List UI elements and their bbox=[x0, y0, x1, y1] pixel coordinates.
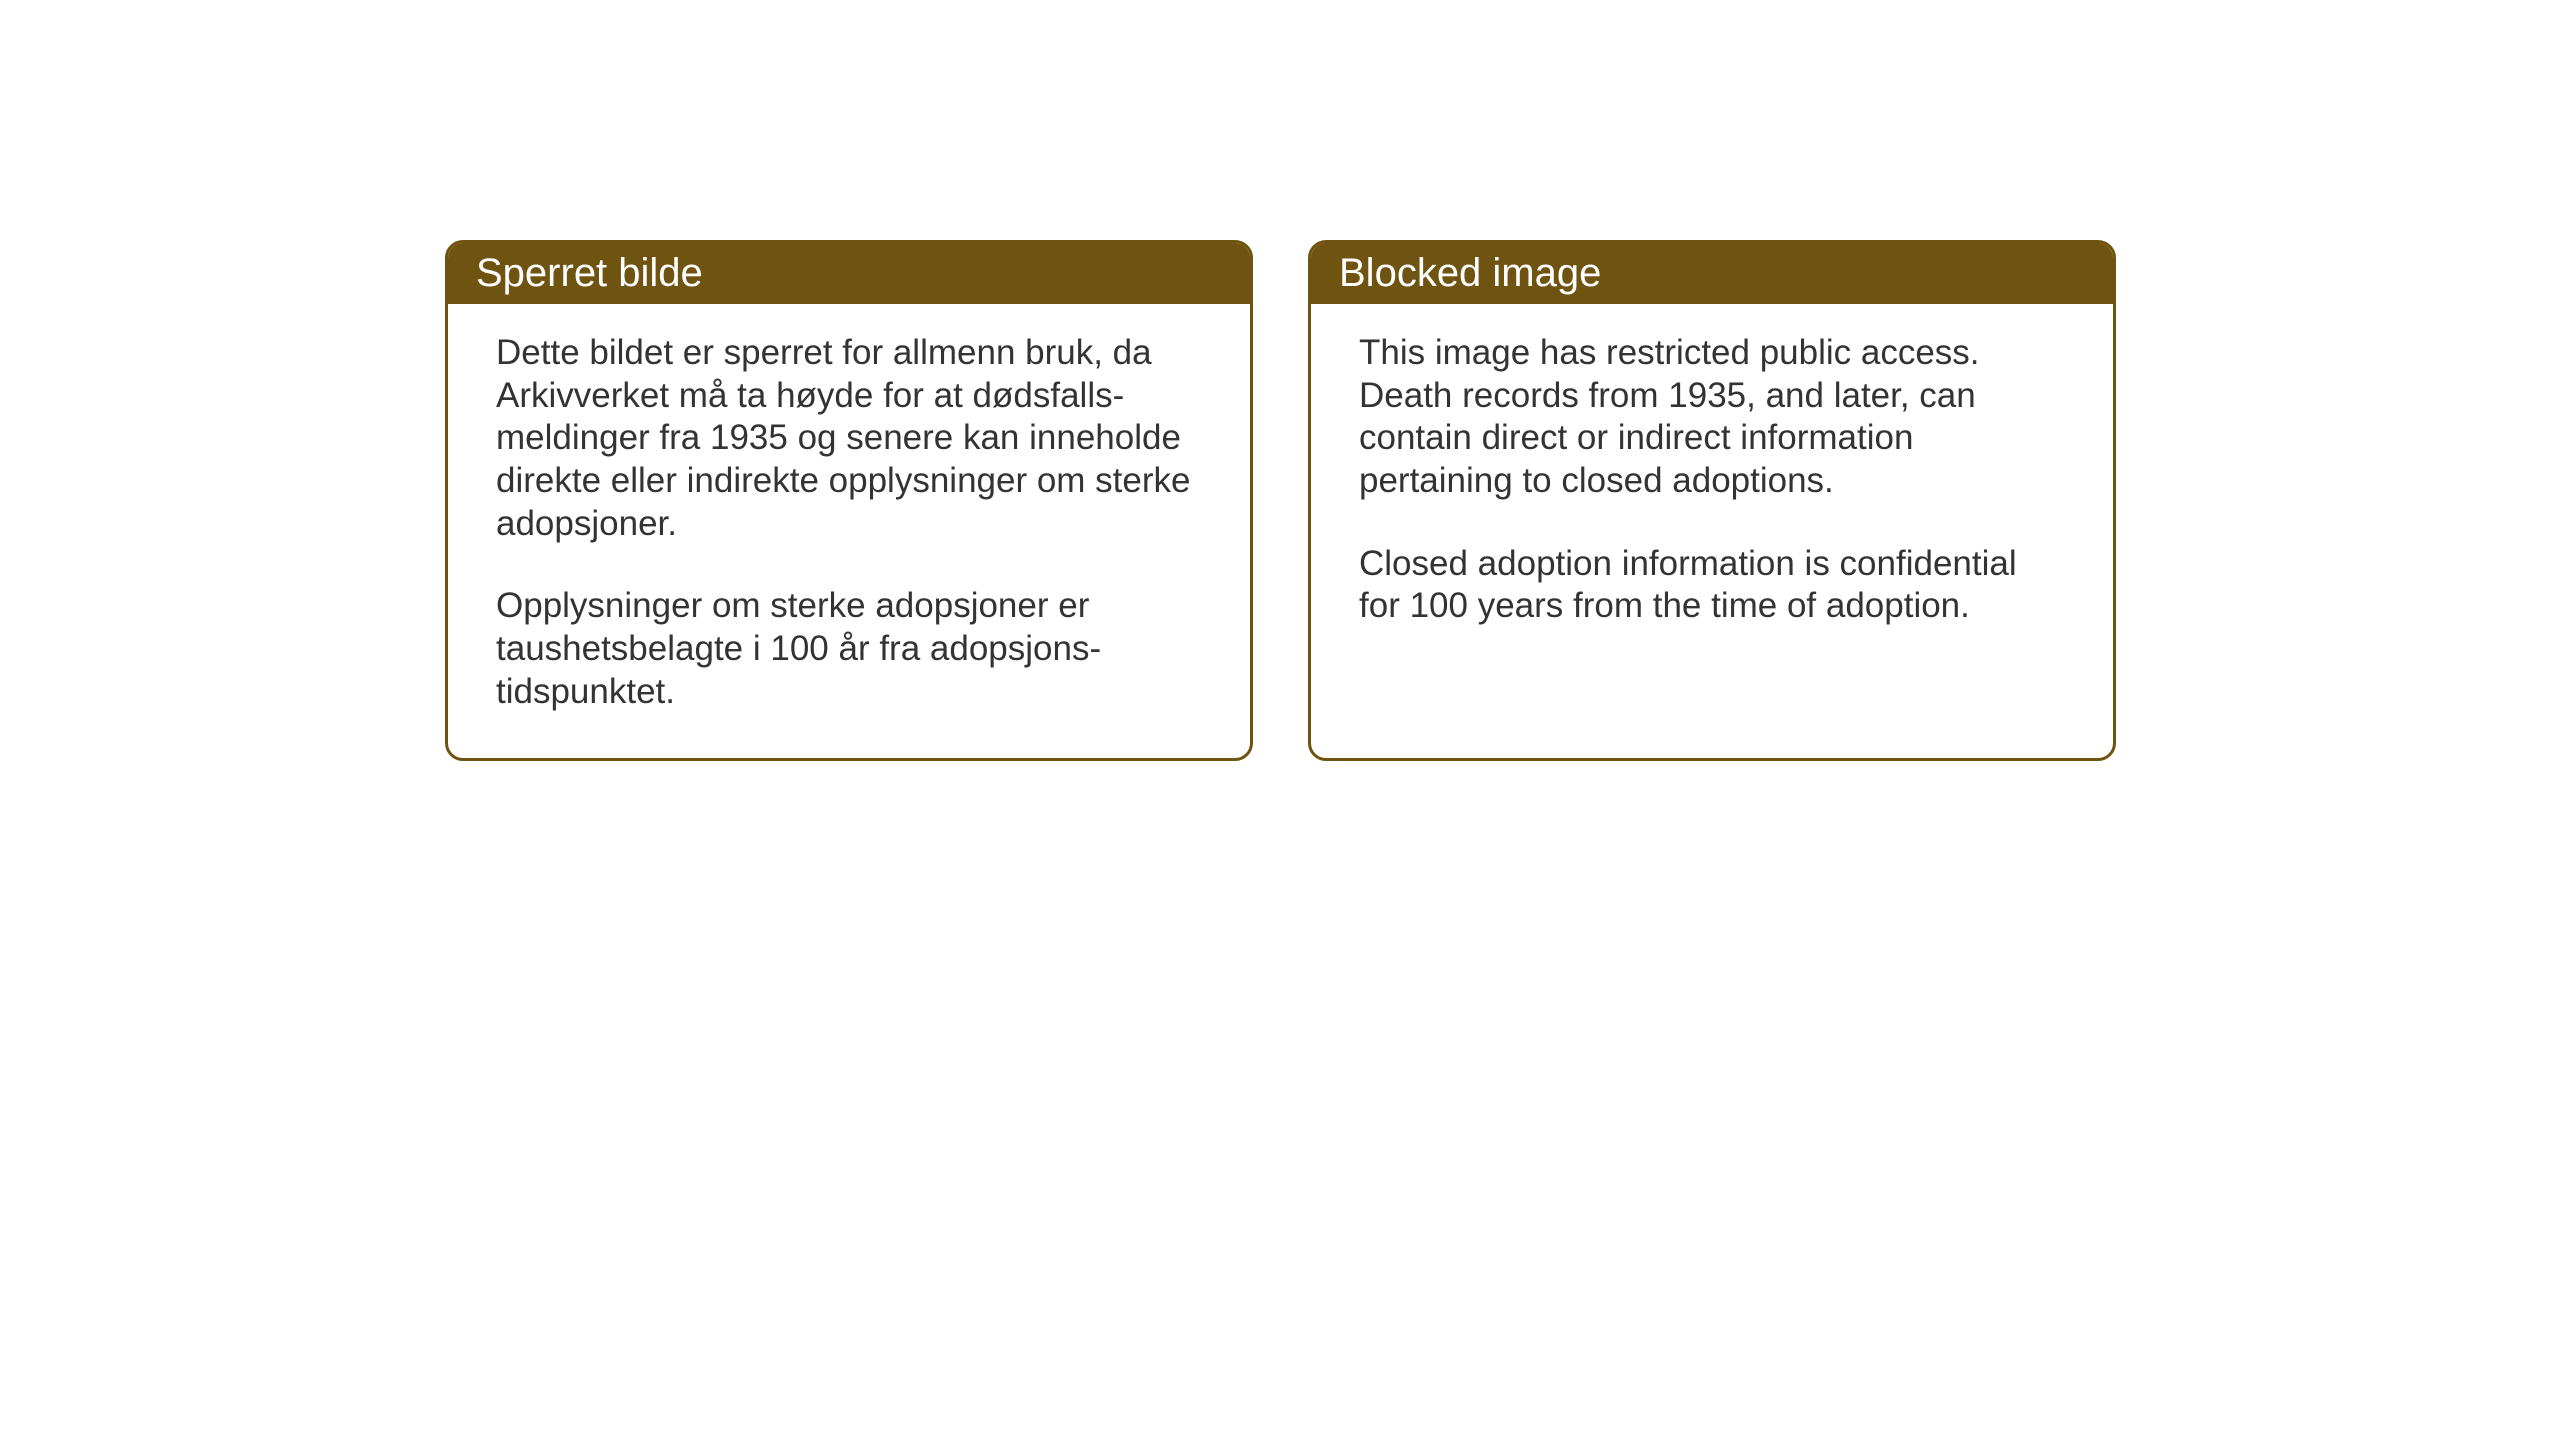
card-english: Blocked image This image has restricted … bbox=[1308, 240, 2116, 761]
card-norwegian: Sperret bilde Dette bildet er sperret fo… bbox=[445, 240, 1253, 761]
card-title: Sperret bilde bbox=[476, 251, 703, 295]
card-paragraph-2: Opplysninger om sterke adopsjoner er tau… bbox=[496, 585, 1202, 713]
card-paragraph-2: Closed adoption information is confident… bbox=[1359, 543, 2065, 628]
card-paragraph-1: This image has restricted public access.… bbox=[1359, 332, 2065, 503]
card-paragraph-1: Dette bildet er sperret for allmenn bruk… bbox=[496, 332, 1202, 545]
card-header-norwegian: Sperret bilde bbox=[448, 243, 1250, 304]
card-body-norwegian: Dette bildet er sperret for allmenn bruk… bbox=[448, 304, 1250, 758]
cards-container: Sperret bilde Dette bildet er sperret fo… bbox=[445, 240, 2116, 761]
card-title: Blocked image bbox=[1339, 251, 1601, 295]
card-header-english: Blocked image bbox=[1311, 243, 2113, 304]
card-body-english: This image has restricted public access.… bbox=[1311, 304, 2113, 672]
